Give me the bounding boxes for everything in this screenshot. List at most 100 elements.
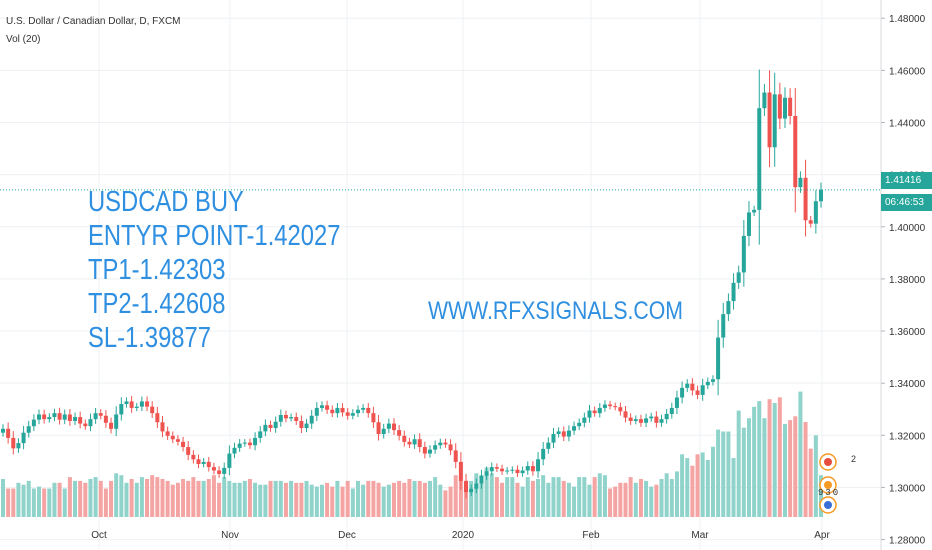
candle-body [484, 471, 489, 476]
candle-body [556, 431, 561, 435]
volume-bar [191, 477, 196, 517]
candle-body [433, 445, 438, 450]
volume-bar [67, 477, 72, 517]
time-tick-label: 2020 [452, 530, 475, 541]
candle-body [597, 407, 602, 414]
candle-body [767, 92, 772, 148]
candle-body [304, 423, 309, 429]
volume-bar [26, 480, 31, 517]
volume-bar [73, 480, 78, 517]
volume-bar [515, 482, 520, 517]
candle-body [644, 418, 649, 423]
volume-bar [623, 482, 628, 517]
volume-bar [664, 473, 669, 517]
candle-body [186, 447, 191, 455]
volume-bar [494, 477, 499, 517]
volume-bar [309, 484, 314, 517]
candle-body [602, 404, 607, 408]
candle-body [494, 467, 499, 469]
time-axis[interactable]: Oct Nov Dec 2020 Feb Mar Apr [91, 530, 830, 541]
candle-body [340, 407, 345, 413]
candle-body [721, 314, 726, 338]
volume-bar [186, 480, 191, 517]
candle-body [628, 417, 633, 421]
candle-body [6, 428, 11, 438]
volume-bar [772, 403, 777, 517]
candle-body [181, 441, 186, 448]
volume-indicator-label[interactable]: Vol (20) [6, 34, 41, 45]
candle-body [772, 94, 777, 148]
candle-body [103, 415, 108, 423]
candle-body [813, 201, 818, 224]
candle-body [314, 407, 319, 416]
volume-bar [355, 480, 360, 517]
candle-body [674, 397, 679, 408]
volume-bar [448, 486, 453, 517]
candle-countdown-tag: 06:46:53 [881, 194, 932, 211]
volume-bar [345, 480, 350, 517]
volume-bar [458, 480, 463, 517]
volume-bar [680, 454, 685, 517]
candle-body [376, 422, 381, 435]
volume-bar [402, 482, 407, 517]
candle-body [206, 461, 211, 468]
candle-body [361, 407, 366, 410]
candle-body [464, 480, 469, 493]
candle-body [386, 423, 391, 429]
volume-bar [577, 477, 582, 517]
volume-bar [407, 479, 412, 517]
volume-bar [520, 486, 525, 517]
candle-body [726, 301, 731, 315]
candle-body [690, 383, 695, 391]
candle-body [294, 417, 299, 421]
volume-bar [546, 482, 551, 517]
volume-bar [716, 429, 721, 517]
candle-body [530, 466, 535, 472]
volume-bar [757, 401, 762, 517]
price-axis[interactable]: 1.480001.460001.440001.420001.400001.380… [881, 14, 926, 547]
volume-bar [700, 452, 705, 517]
candle-body [62, 414, 67, 420]
price-tick-label: 1.38000 [889, 275, 926, 286]
volume-bar [464, 480, 469, 517]
volume-bar [726, 431, 731, 517]
signal-tp1: TP1-1.42303 [88, 254, 226, 286]
candle-body [227, 453, 232, 468]
volume-bar [710, 446, 715, 517]
volume-bar [134, 482, 139, 517]
candle-body [618, 407, 623, 412]
candle-body [289, 417, 294, 419]
candle-body [412, 439, 417, 445]
volume-bar [433, 477, 438, 517]
candle-body [78, 417, 83, 424]
candle-body [777, 94, 782, 119]
candle-body [175, 439, 180, 442]
volume-bar [371, 480, 376, 517]
volume-bar [155, 477, 160, 517]
volume-bar [170, 484, 175, 517]
candle-body [582, 417, 587, 423]
volume-bar [808, 448, 813, 517]
candle-body [798, 177, 803, 188]
candle-body [782, 97, 787, 119]
volume-bar [165, 480, 170, 517]
volume-bar [247, 479, 252, 517]
volume-bar [376, 482, 381, 517]
volume-bar [350, 488, 355, 517]
volume-bar [644, 480, 649, 517]
candle-body [736, 272, 741, 283]
candle-body [57, 413, 62, 420]
candle-body [417, 439, 422, 448]
volume-bar [602, 475, 607, 517]
volume-bars [1, 391, 823, 517]
candle-body [808, 220, 813, 224]
event-badges[interactable]: 2 930 [818, 453, 856, 514]
candle-body [355, 409, 360, 414]
candle-body [319, 405, 324, 408]
volume-bar [536, 479, 541, 517]
volume-bar [731, 458, 736, 517]
volume-bar [222, 477, 227, 517]
price-tick-label: 1.36000 [889, 327, 926, 338]
candle-body [196, 459, 201, 464]
